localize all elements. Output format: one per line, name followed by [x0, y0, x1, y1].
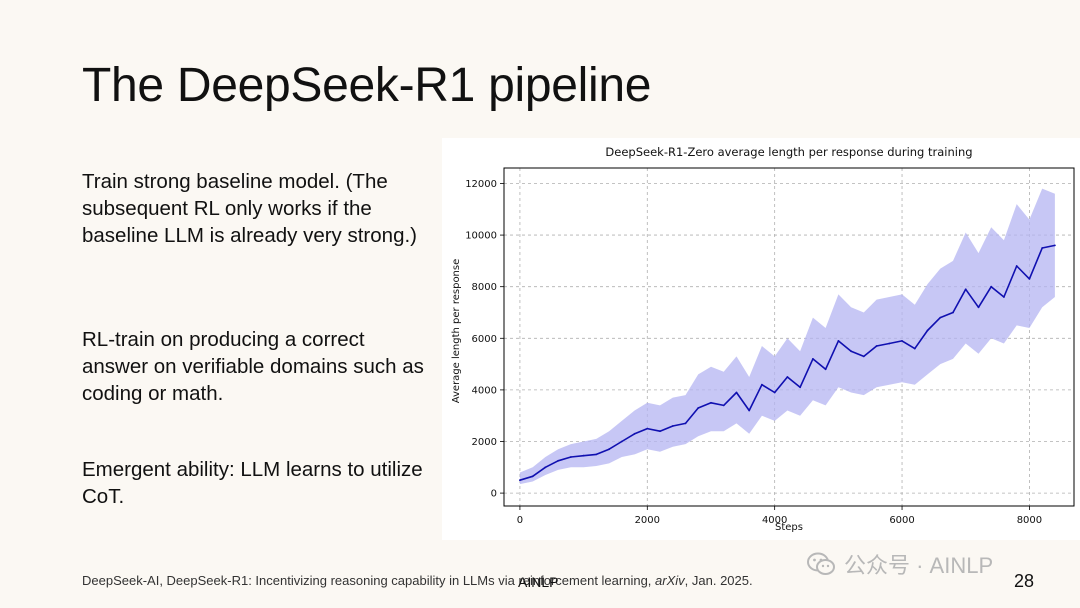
data-point [544, 466, 547, 469]
chart-panel: 0 2000 4000 6000 8000 0 2000 4000 6000 8000 10000 1… [442, 138, 1080, 540]
x-tick-label: 6000 [889, 515, 914, 526]
citation-venue: arXiv [655, 573, 685, 588]
data-point [812, 358, 814, 360]
data-point [633, 432, 636, 435]
data-point [1003, 296, 1005, 298]
data-point [582, 454, 585, 457]
variance-band-group [519, 188, 1055, 485]
data-point [773, 391, 776, 394]
y-tick-label: 12000 [465, 179, 497, 190]
data-point [926, 329, 929, 332]
data-point [875, 345, 878, 347]
data-point [862, 355, 865, 358]
data-point [671, 425, 674, 427]
data-point [901, 340, 903, 342]
data-point [595, 453, 598, 456]
y-axis-label: Average length per response [451, 259, 462, 404]
bullet-baseline-model: Train strong baseline model. (The subseq… [82, 170, 417, 247]
data-point [557, 459, 559, 462]
data-point [799, 386, 801, 389]
y-tick-label: 6000 [472, 334, 497, 345]
data-point [1028, 278, 1031, 280]
data-point [722, 404, 725, 407]
y-tick-label: 10000 [465, 231, 497, 242]
data-point [735, 391, 738, 394]
response-length-chart: 0 2000 4000 6000 8000 0 2000 4000 6000 8000 10000 1… [451, 145, 1075, 533]
data-point [748, 409, 751, 412]
y-tick-label: 0 [491, 489, 497, 500]
bullet-emergent-cot: Emergent ability: LLM learns to utilize … [82, 458, 423, 508]
data-point [697, 407, 700, 409]
data-point [531, 475, 534, 478]
data-point [1041, 247, 1044, 249]
data-point [824, 368, 827, 371]
citation-date: , Jan. 2025. [684, 573, 753, 588]
data-point [888, 342, 891, 345]
axis-ticks: 0 2000 4000 6000 8000 0 2000 4000 6000 8000 10000 1… [465, 179, 1042, 526]
data-point [786, 376, 789, 378]
data-point [570, 456, 572, 458]
data-point [761, 383, 763, 386]
data-point [990, 285, 993, 288]
data-point [646, 427, 649, 430]
data-point [977, 306, 980, 309]
data-point [519, 479, 521, 482]
data-point [913, 347, 916, 350]
citation: DeepSeek-AI, DeepSeek-R1: Incentivizing … [82, 573, 753, 588]
mean-line-group [519, 244, 1056, 482]
data-point [608, 448, 610, 451]
watermark-text: 公众号 · AINLP [844, 553, 994, 578]
data-point [659, 430, 661, 433]
x-tick-label: 4000 [762, 515, 787, 526]
wechat-icon [807, 552, 835, 575]
footer-org-label: AINLP [518, 574, 559, 590]
data-point [837, 340, 840, 342]
y-tick-label: 4000 [472, 385, 497, 396]
wechat-watermark: 公众号 · AINLP [806, 548, 993, 580]
slide-title: The DeepSeek-R1 pipeline [82, 59, 652, 112]
x-tick-label: 8000 [1017, 515, 1042, 526]
data-point [850, 350, 852, 353]
data-point [620, 440, 623, 443]
data-point [952, 311, 954, 314]
data-point [710, 401, 712, 404]
x-tick-label: 0 [517, 515, 523, 526]
x-axis-label: Steps [775, 522, 803, 533]
bullet-rl-training: RL-train on producing a correct answer o… [82, 328, 424, 405]
data-point [1015, 265, 1018, 267]
data-point [964, 288, 967, 291]
x-tick-label: 2000 [635, 515, 660, 526]
y-tick-label: 2000 [472, 437, 497, 448]
page-number: 28 [1014, 571, 1035, 591]
plot-frame [503, 167, 1075, 507]
data-point [1054, 244, 1056, 247]
data-point [939, 316, 942, 319]
citation-text: DeepSeek-AI, DeepSeek-R1: Incentivizing … [82, 573, 656, 588]
data-point [684, 422, 687, 425]
y-tick-label: 8000 [472, 282, 497, 293]
chart-title: DeepSeek-R1-Zero average length per resp… [605, 145, 972, 159]
series-variance-band [519, 188, 1055, 485]
